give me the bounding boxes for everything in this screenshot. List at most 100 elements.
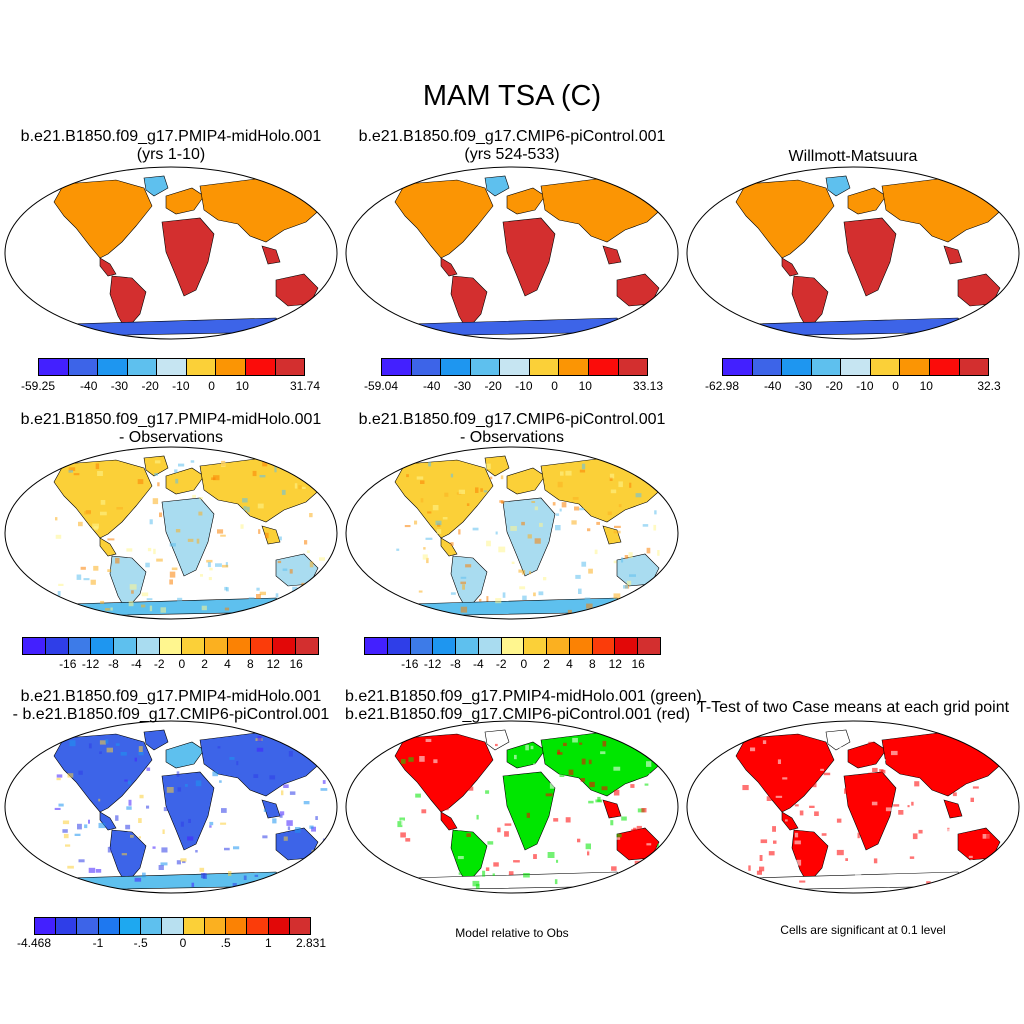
colorbar-cell xyxy=(216,359,246,375)
texture-cell xyxy=(95,869,102,873)
colorbar-cell xyxy=(723,359,753,375)
texture-cell xyxy=(414,812,420,818)
texture-cell xyxy=(510,790,516,795)
colorbar-cell xyxy=(529,359,560,375)
panel-6-title-line2: - b.e21.B1850.f09_g17.CMIP6-piControl.00… xyxy=(12,706,330,723)
texture-cell xyxy=(426,557,429,564)
colorbar-cell xyxy=(268,918,290,934)
colorbar-tick-label: 32.3 xyxy=(977,379,1001,393)
continent-au xyxy=(957,827,1001,861)
texture-cell xyxy=(284,595,292,600)
texture-cell xyxy=(436,529,442,534)
colorbar-cell xyxy=(870,359,901,375)
texture-cell xyxy=(911,801,914,806)
texture-cell xyxy=(952,792,957,797)
texture-cell xyxy=(129,584,137,590)
texture-cell xyxy=(467,786,474,791)
texture-cell xyxy=(559,771,565,777)
texture-cell xyxy=(131,590,134,594)
texture-cell xyxy=(93,565,99,571)
colorbar-cell xyxy=(162,918,184,934)
texture-cell xyxy=(495,743,498,747)
texture-cell xyxy=(635,493,642,498)
texture-cell xyxy=(552,502,556,506)
texture-cell xyxy=(209,567,213,571)
colorbar-panel-2 xyxy=(381,358,648,376)
colorbar-ticks-panel-6: -4.468 -1 -.5 0 .5 1 2.831 xyxy=(17,936,326,952)
texture-cell xyxy=(95,463,100,470)
texture-cell xyxy=(572,737,578,743)
texture-cell xyxy=(262,460,268,467)
texture-cell xyxy=(146,598,153,601)
colorbar-cell xyxy=(929,359,960,375)
texture-cell xyxy=(575,574,581,579)
texture-cell xyxy=(480,488,483,492)
texture-cell xyxy=(243,875,247,880)
colorbar-tick-label: -2 xyxy=(495,657,507,671)
continent-au xyxy=(957,273,1001,307)
texture-cell xyxy=(794,804,799,807)
texture-cell xyxy=(983,782,987,787)
continent-as xyxy=(199,177,325,243)
texture-cell xyxy=(815,877,818,880)
texture-cell xyxy=(580,778,585,782)
texture-cell xyxy=(126,548,133,552)
colorbar-tick-label: -16 xyxy=(401,657,419,671)
colorbar-tick-label: -4 xyxy=(131,657,142,671)
texture-cell xyxy=(641,808,647,813)
colorbar-cell xyxy=(227,638,251,654)
texture-cell xyxy=(525,744,529,751)
texture-cell xyxy=(742,785,749,791)
texture-cell xyxy=(224,847,230,851)
texture-cell xyxy=(128,799,132,806)
texture-cell xyxy=(149,605,153,612)
texture-cell xyxy=(766,824,771,828)
colorbar-tick-label: -10 xyxy=(172,379,190,393)
texture-cell xyxy=(934,796,940,801)
texture-cell xyxy=(845,858,848,861)
texture-cell xyxy=(970,797,974,802)
colorbar-tick-label: -40 xyxy=(764,379,782,393)
colorbar-tick-label: -8 xyxy=(108,657,119,671)
texture-cell xyxy=(616,837,621,840)
colorbar-cell xyxy=(411,359,442,375)
texture-cell xyxy=(486,596,489,602)
colorbar-cell xyxy=(782,359,812,375)
texture-cell xyxy=(624,555,629,559)
texture-cell xyxy=(486,540,491,547)
texture-cell xyxy=(121,853,127,856)
colorbar-panel-4 xyxy=(22,637,319,655)
texture-cell xyxy=(435,520,442,526)
texture-cell xyxy=(622,736,625,742)
panel-7-title-line2: b.e21.B1850.f09_g17.CMIP6-piControl.001 … xyxy=(345,706,691,723)
texture-cell xyxy=(138,746,143,752)
texture-cell xyxy=(898,810,904,815)
colorbar-cell xyxy=(226,918,248,934)
texture-cell xyxy=(419,756,425,762)
colorbar-cell xyxy=(39,359,69,375)
colorbar-tick-label: 0 xyxy=(178,657,186,671)
colorbar-tick-label: -30 xyxy=(453,379,472,393)
texture-cell xyxy=(497,827,501,833)
texture-cell xyxy=(200,574,203,577)
texture-cell xyxy=(100,500,106,505)
texture-cell xyxy=(171,567,178,571)
texture-cell xyxy=(192,494,196,498)
texture-cell xyxy=(533,854,537,859)
continent-ca xyxy=(99,257,117,277)
texture-cell xyxy=(893,804,900,807)
texture-cell xyxy=(609,477,613,481)
texture-cell xyxy=(265,532,269,539)
panel-6-title: b.e21.B1850.f09_g17.PMIP4-midHolo.001 - … xyxy=(4,688,338,724)
texture-cell xyxy=(646,761,652,767)
texture-cell xyxy=(919,758,925,764)
texture-cell xyxy=(105,608,110,611)
continent-se xyxy=(261,799,281,819)
texture-cell xyxy=(450,592,456,595)
panel-7-note: Model relative to Obs xyxy=(455,926,569,940)
texture-cell xyxy=(616,833,622,838)
texture-cell xyxy=(406,474,409,478)
texture-cell xyxy=(176,771,180,777)
texture-cell xyxy=(322,589,326,592)
texture-cell xyxy=(99,751,102,754)
